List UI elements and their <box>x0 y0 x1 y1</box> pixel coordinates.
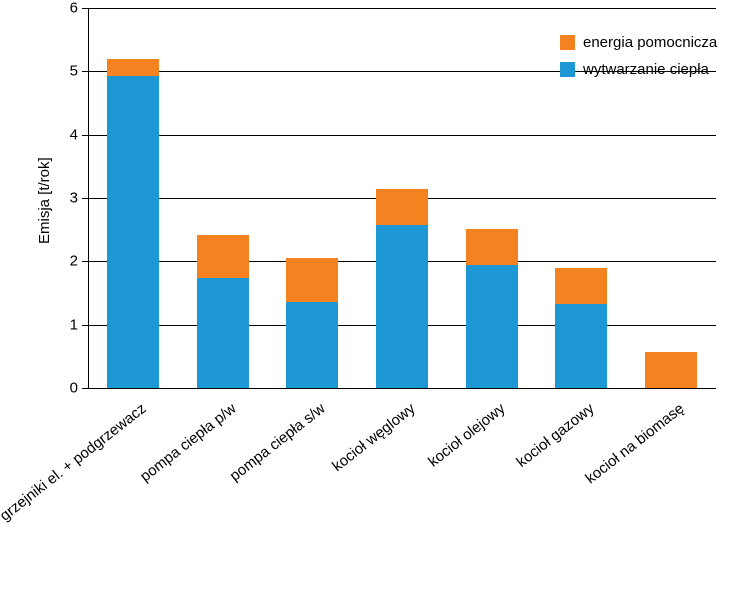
legend-swatch <box>560 35 575 50</box>
bar-segment-wytwarzanie <box>466 265 518 388</box>
bar-segment-wytwarzanie <box>555 304 607 388</box>
bar-segment-pomocnicza <box>107 59 159 77</box>
y-tick-label: 3 <box>60 190 78 207</box>
y-tick-label: 6 <box>60 0 78 17</box>
legend-item-wytwarzanie: wytwarzanie ciepła <box>560 61 717 78</box>
y-tick-label: 1 <box>60 316 78 333</box>
emission-chart: Emisja [t/rok] energia pomocnicza wytwarz… <box>0 0 741 520</box>
legend-label: energia pomocnicza <box>583 34 717 51</box>
bar-group <box>376 8 428 388</box>
bar-group <box>197 8 249 388</box>
bar-segment-pomocnicza <box>555 268 607 304</box>
bar-segment-wytwarzanie <box>197 278 249 388</box>
y-axis <box>88 8 89 388</box>
y-tick-label: 2 <box>60 253 78 270</box>
y-tick-label: 4 <box>60 126 78 143</box>
legend: energia pomocnicza wytwarzanie ciepła <box>560 34 717 88</box>
legend-label: wytwarzanie ciepła <box>583 61 709 78</box>
bar-segment-pomocnicza <box>645 352 697 388</box>
bar-segment-pomocnicza <box>286 258 338 302</box>
x-axis <box>88 388 716 389</box>
bar-group <box>286 8 338 388</box>
legend-item-pomocnicza: energia pomocnicza <box>560 34 717 51</box>
y-tick-label: 0 <box>60 380 78 397</box>
bar-segment-wytwarzanie <box>376 225 428 388</box>
y-axis-title: Emisja [t/rok] <box>36 157 53 244</box>
legend-swatch <box>560 62 575 77</box>
bar-segment-pomocnicza <box>197 235 249 277</box>
bar-group <box>466 8 518 388</box>
bar-segment-wytwarzanie <box>286 302 338 388</box>
y-tick-label: 5 <box>60 63 78 80</box>
bar-segment-wytwarzanie <box>107 76 159 388</box>
bar-segment-pomocnicza <box>466 229 518 265</box>
bar-segment-pomocnicza <box>376 189 428 225</box>
bar-group <box>107 8 159 388</box>
